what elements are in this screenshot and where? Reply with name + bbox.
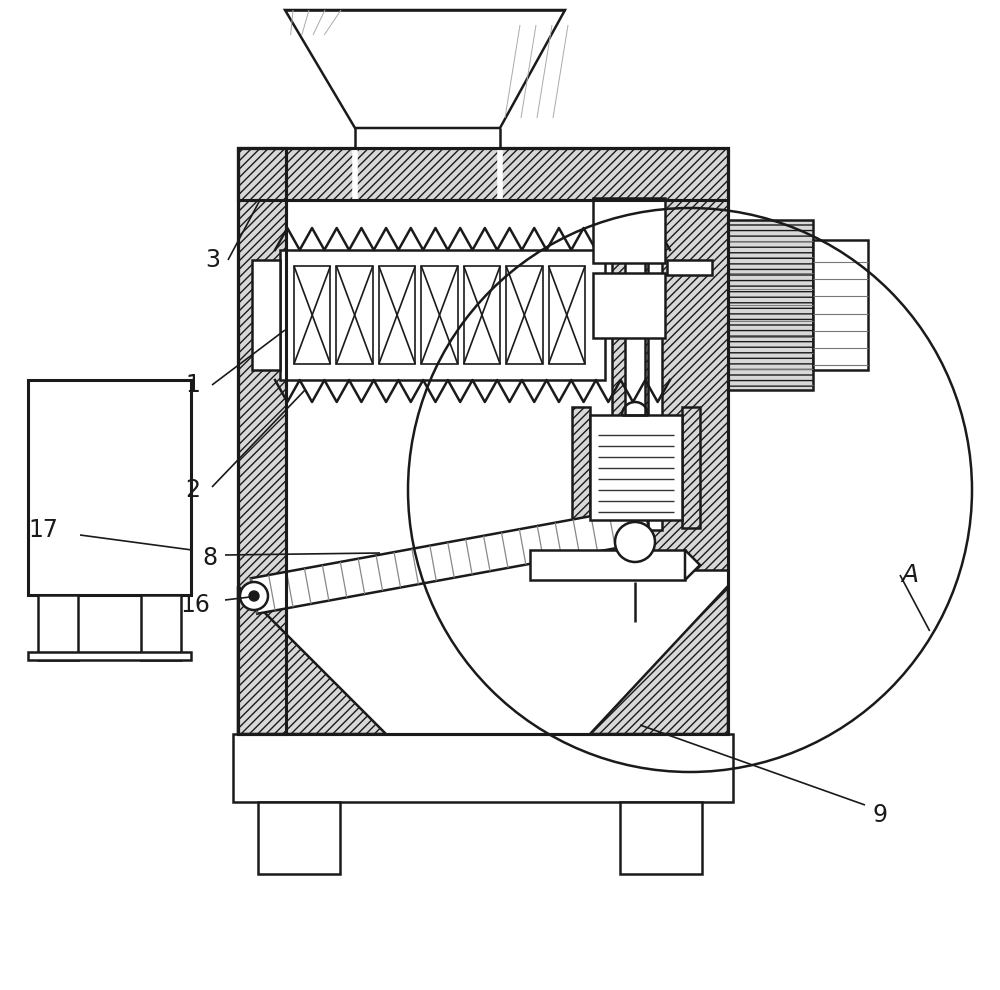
Polygon shape (285, 10, 565, 128)
Polygon shape (238, 148, 286, 734)
Polygon shape (549, 266, 585, 364)
Polygon shape (648, 240, 662, 530)
Polygon shape (590, 586, 728, 734)
Polygon shape (421, 266, 458, 364)
Polygon shape (280, 250, 605, 380)
Polygon shape (258, 802, 340, 874)
Text: A: A (901, 563, 919, 587)
Polygon shape (506, 266, 543, 364)
Text: 17: 17 (28, 518, 58, 542)
Polygon shape (530, 550, 685, 580)
Circle shape (615, 522, 655, 562)
Polygon shape (252, 260, 280, 370)
Polygon shape (141, 595, 181, 660)
Polygon shape (379, 266, 415, 364)
Polygon shape (251, 506, 651, 614)
Polygon shape (233, 734, 733, 802)
Polygon shape (728, 220, 813, 390)
Polygon shape (813, 240, 868, 370)
Polygon shape (38, 595, 78, 660)
Polygon shape (590, 415, 682, 520)
Text: 16: 16 (180, 593, 210, 617)
Polygon shape (294, 266, 330, 364)
Polygon shape (612, 200, 728, 570)
Polygon shape (593, 273, 665, 338)
Polygon shape (667, 260, 712, 275)
Polygon shape (620, 802, 702, 874)
Circle shape (249, 591, 259, 601)
Polygon shape (625, 240, 645, 530)
Polygon shape (238, 148, 728, 200)
Text: 8: 8 (202, 546, 218, 570)
Text: 2: 2 (186, 478, 200, 502)
Polygon shape (464, 266, 500, 364)
Text: 1: 1 (186, 373, 200, 397)
Polygon shape (336, 266, 373, 364)
Text: 9: 9 (872, 803, 888, 827)
Polygon shape (593, 198, 665, 263)
Text: 3: 3 (206, 248, 220, 272)
Circle shape (240, 582, 268, 610)
Polygon shape (685, 550, 700, 580)
Polygon shape (28, 652, 191, 660)
Polygon shape (28, 380, 191, 595)
Polygon shape (572, 407, 590, 528)
Polygon shape (238, 586, 386, 734)
Polygon shape (682, 407, 700, 528)
